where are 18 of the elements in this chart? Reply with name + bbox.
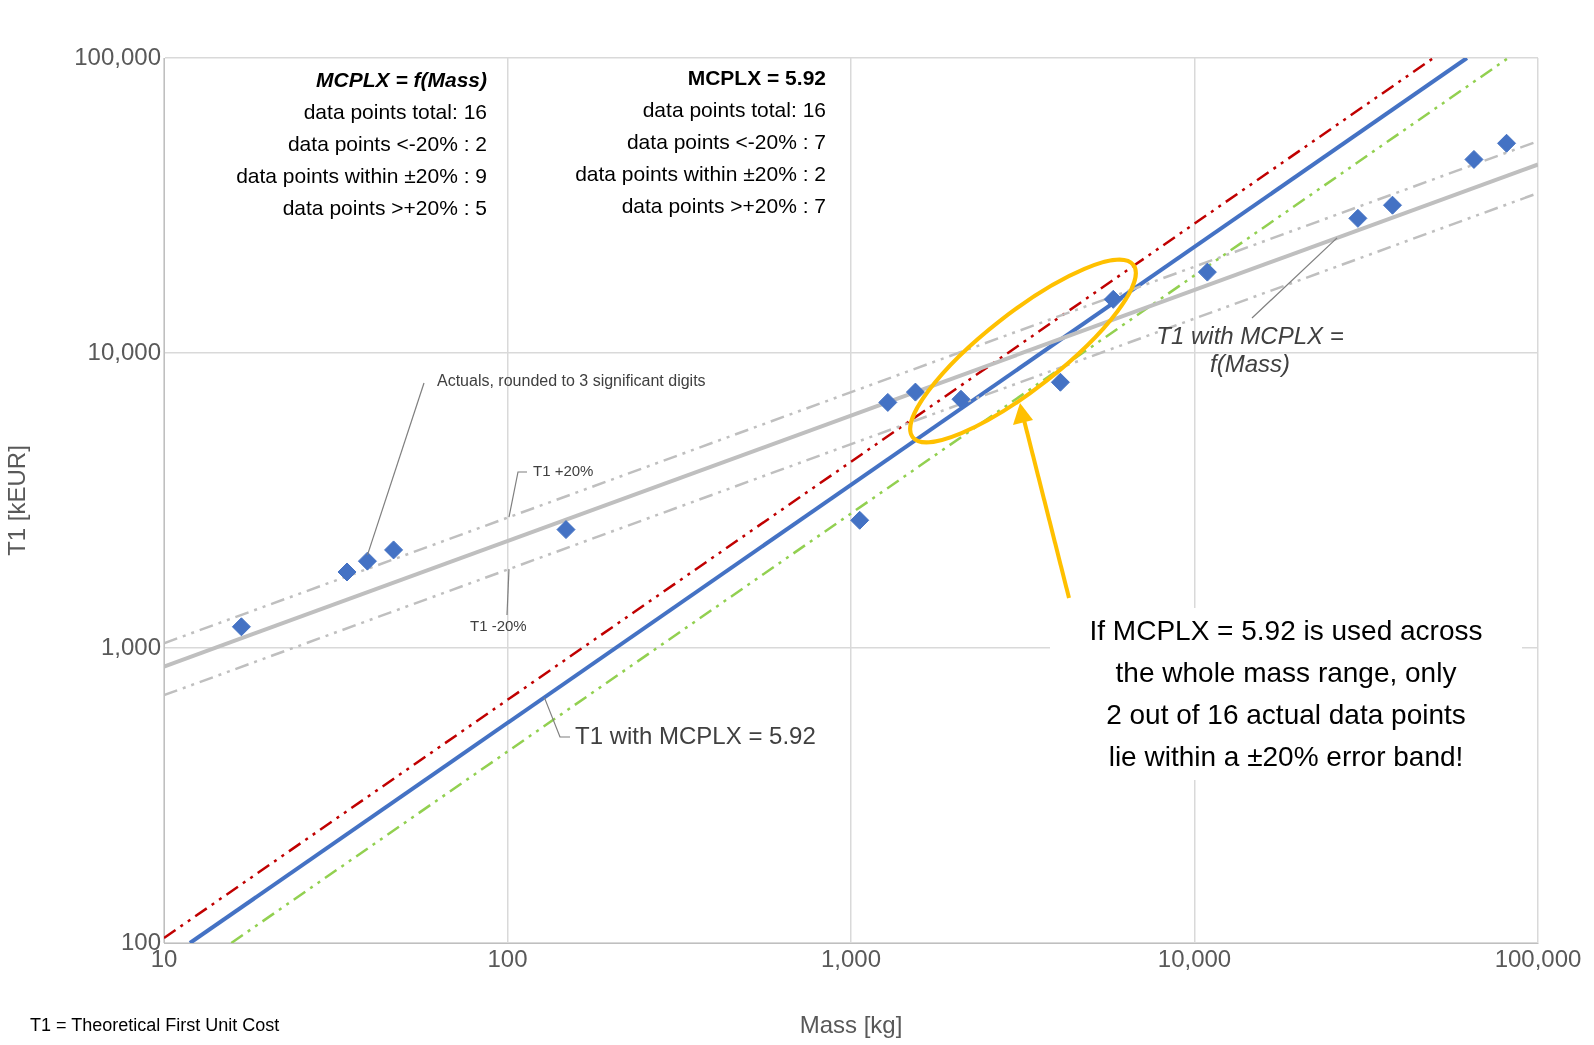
x-axis-title: Mass [kg] <box>799 1011 903 1039</box>
x-tick-label: 1,000 <box>820 945 882 973</box>
series-label: T1 +20% <box>533 462 594 479</box>
annotation: MCPLX = f(Mass) data points total: 16 data points <-20% : 2 data points within ±20% : 9 data points >+20% : 5 <box>236 67 487 221</box>
x-tick-label: 100,000 <box>1494 945 1582 973</box>
text: T1 = Theoretical First Unit Cost <box>30 1015 280 1036</box>
y-tick-label: 10,000 <box>87 337 161 365</box>
y-axis-title: T1 [kEUR] <box>3 445 31 556</box>
y-tick-label: 100,000 <box>74 42 161 70</box>
series-label: T1 with MCPLX = 5.92 <box>575 722 816 750</box>
annotation: MCPLX = 5.92 data points total: 16 data points <-20% : 7 data points within ±20% : 2 data points >+20% : 7 <box>575 65 826 219</box>
series-label: T1 with MCPLX = f(Mass) <box>1155 322 1345 378</box>
x-tick-label: 10,000 <box>1157 945 1232 973</box>
x-tick-label: 100 <box>487 945 528 973</box>
y-tick-label: 1,000 <box>100 632 161 660</box>
text: Actuals, rounded to 3 significant digits <box>437 372 706 390</box>
text: T1 -20% <box>470 617 527 634</box>
annotation: If MCPLX = 5.92 is used across the whole mass range, only 2 out of 16 actual data points lie within a ±20% error band! <box>1050 608 1522 780</box>
